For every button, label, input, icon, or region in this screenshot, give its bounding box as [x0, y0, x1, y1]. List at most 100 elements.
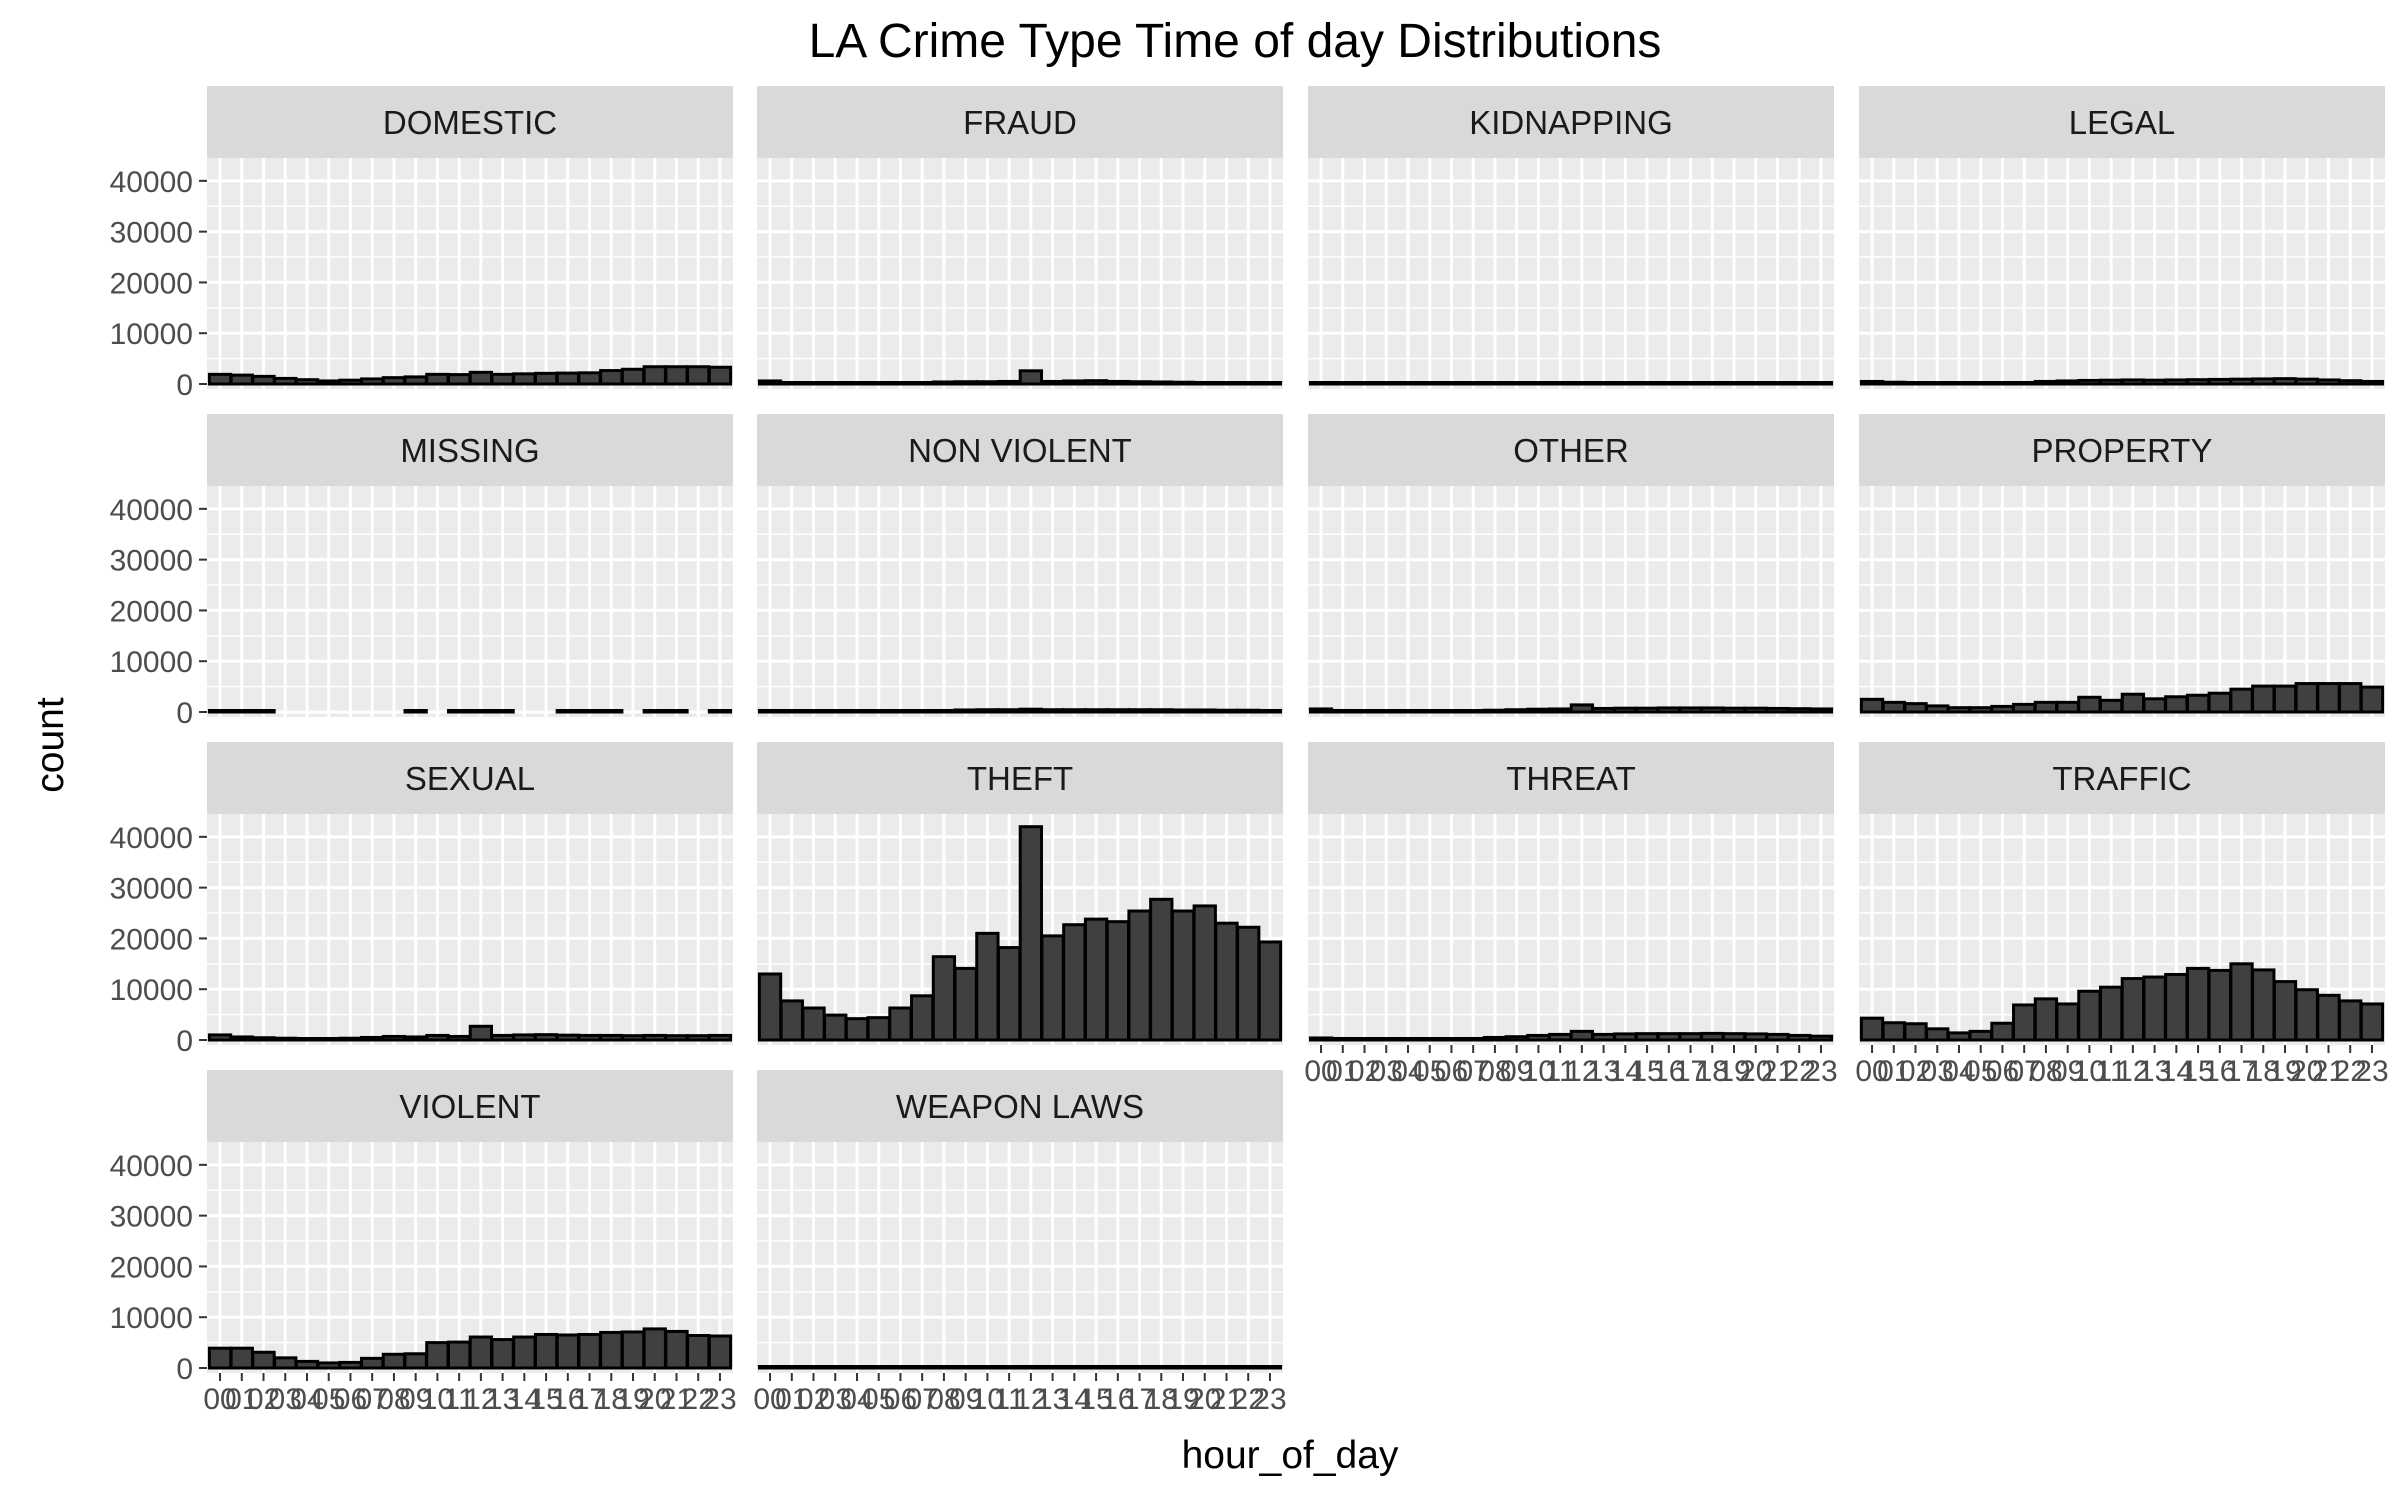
bar	[823, 709, 848, 714]
x-tick-label: 18	[1145, 1383, 1178, 1416]
bar	[1062, 708, 1087, 714]
bar	[1236, 381, 1261, 386]
facet-strip-label: LEGAL	[2069, 104, 2175, 141]
bar	[2164, 378, 2189, 386]
panel-background	[1859, 486, 2385, 717]
x-tick-label: 02	[247, 1383, 280, 1416]
bar	[2272, 377, 2298, 386]
bar	[707, 709, 733, 714]
bar	[1192, 1364, 1217, 1370]
bar	[273, 1356, 298, 1370]
bar	[1547, 1032, 1573, 1042]
bar	[1526, 1033, 1551, 1042]
bar	[1461, 709, 1486, 714]
bar	[1990, 704, 2015, 714]
bar	[1613, 381, 1638, 386]
x-tick-label: 06	[1435, 1055, 1468, 1088]
bar	[1881, 1021, 1906, 1042]
bar	[2359, 685, 2385, 714]
bar	[975, 380, 1000, 386]
facet-strip	[207, 414, 733, 486]
x-tick-label: 22	[2334, 1055, 2367, 1088]
bar	[1700, 1031, 1725, 1042]
bar	[1330, 381, 1355, 386]
bar	[1656, 381, 1681, 386]
bar	[779, 999, 804, 1042]
bar	[2164, 972, 2189, 1042]
bar	[1257, 1365, 1283, 1370]
bar	[1634, 1032, 1660, 1042]
y-tick-label: 30000	[110, 873, 193, 906]
bar	[1149, 897, 1174, 1042]
y-tick-label: 0	[176, 697, 193, 730]
bar	[403, 1035, 428, 1042]
bar	[1925, 1027, 1950, 1042]
bar	[1990, 1021, 2015, 1042]
bar	[910, 709, 935, 714]
bar	[2207, 691, 2232, 714]
bar	[1656, 706, 1681, 714]
bar	[273, 1036, 298, 1042]
bar	[888, 381, 913, 386]
bar	[1968, 706, 1993, 714]
bar	[844, 1017, 870, 1042]
bar	[1743, 1032, 1768, 1042]
bar	[2033, 997, 2059, 1042]
bar	[468, 370, 494, 386]
bar	[1925, 381, 1950, 386]
bar	[533, 371, 559, 386]
bar	[490, 372, 515, 386]
bar	[1395, 709, 1421, 714]
panel-background	[1308, 158, 1834, 389]
x-tick-label: 20	[1739, 1055, 1772, 1088]
bar	[620, 1034, 646, 1042]
x-tick-label: 16	[2203, 1055, 2236, 1088]
bar	[1257, 940, 1283, 1042]
bar	[229, 709, 254, 714]
x-tick-label: 00	[1304, 1055, 1337, 1088]
bar	[931, 1365, 957, 1370]
bar	[1105, 1364, 1130, 1370]
x-tick-label: 18	[1696, 1055, 1729, 1088]
x-tick-label: 10	[2073, 1055, 2106, 1088]
x-tick-label: 09	[399, 1383, 432, 1416]
bar	[2272, 980, 2298, 1042]
x-tick-label: 15	[1630, 1055, 1663, 1088]
bar	[2185, 693, 2211, 714]
x-tick-label: 00	[753, 1383, 786, 1416]
facet-strip	[1859, 414, 2385, 486]
x-tick-label: 14	[2160, 1055, 2193, 1088]
facet-panel: THEFT	[757, 742, 1283, 1045]
bar	[2164, 695, 2189, 714]
facet-panel: THREAT 0001020304050607080910111213141516…	[1304, 742, 1838, 1088]
bar	[1787, 1033, 1812, 1042]
bar	[1656, 1032, 1681, 1042]
facet-strip-label: SEXUAL	[405, 760, 535, 797]
bar	[599, 369, 624, 386]
bar	[953, 966, 978, 1042]
bar	[1700, 381, 1725, 386]
bar	[1352, 1037, 1377, 1042]
x-tick-label: 04	[1942, 1055, 1975, 1088]
facet-strip-label: THEFT	[967, 760, 1073, 797]
bar	[294, 1359, 320, 1370]
bar	[888, 709, 913, 714]
bar	[229, 1346, 254, 1370]
bar	[468, 1335, 494, 1370]
bar	[1395, 381, 1421, 386]
bar	[1765, 1032, 1790, 1042]
bar	[1881, 380, 1906, 386]
bar	[2251, 684, 2276, 714]
bar	[468, 709, 494, 714]
x-tick-label: 01	[1326, 1055, 1359, 1088]
x-tick-label: 11	[2096, 1055, 2127, 1088]
facet-panel: TRAFFIC000102030405060708091011121314151…	[1855, 742, 2389, 1088]
facet-strip	[207, 742, 733, 814]
bar	[2142, 378, 2167, 386]
x-tick-label: 20	[2290, 1055, 2323, 1088]
bar	[1903, 1022, 1928, 1042]
bar	[1149, 380, 1174, 386]
x-tick-label: 22	[682, 1383, 715, 1416]
facet-panel: PROPERTY	[1859, 414, 2385, 717]
